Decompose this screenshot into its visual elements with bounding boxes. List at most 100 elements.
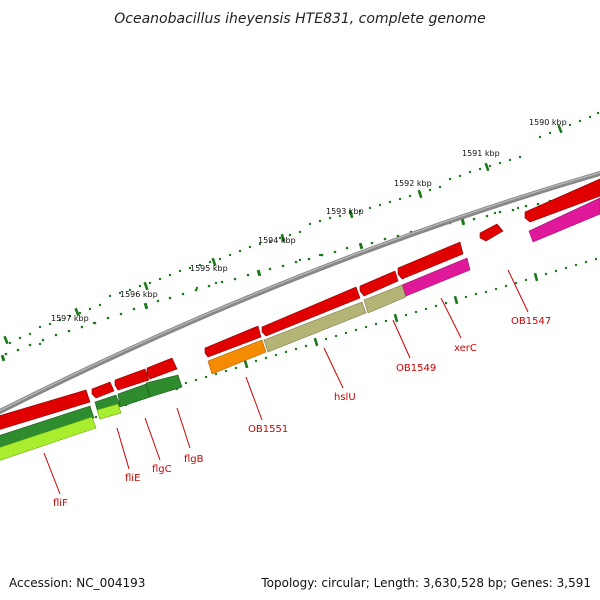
inner-tick-dot-40 (484, 290, 488, 294)
tick-ring-dot-19 (468, 170, 472, 174)
inner-tick-dot-38 (464, 295, 468, 299)
tick-ring-dot-28 (408, 194, 412, 198)
inner-tick-major-4 (393, 313, 399, 323)
gene-label-flif: fliF (53, 498, 68, 509)
tick-ring-major-0 (557, 124, 563, 134)
tick-ring-dot-34 (328, 216, 332, 220)
cds-arrow-xerc-top (397, 241, 464, 280)
tick-label-6: 1596 kbp (120, 290, 158, 299)
outer-tick-dot-9 (119, 312, 123, 316)
inner-tick-dot-39 (474, 292, 478, 296)
outer-tick-dot-3 (41, 338, 45, 342)
gene-olive-ob1549 (363, 284, 407, 314)
outer-tick-dot-15 (207, 284, 211, 288)
cds-arrow-flgc-top-body (114, 368, 150, 391)
outer-tick-dot-1 (16, 348, 20, 352)
cds-arrow-flgb-top (146, 357, 178, 380)
outer-tick-dot-5 (67, 329, 71, 333)
leader-line-ob1549 (392, 319, 411, 359)
tick-ring-dot-43 (278, 236, 282, 240)
tick-ring-dot-50 (218, 257, 222, 261)
outer-tick-dot-36 (511, 208, 515, 212)
inner-tick-dot-45 (544, 272, 548, 276)
gene-lime-flif (0, 416, 97, 461)
tick-ring-dot-27 (398, 197, 402, 201)
inner-tick-dot-20 (254, 359, 258, 363)
tick-label-7: 1597 kbp (51, 314, 89, 323)
inner-tick-dot-47 (564, 266, 568, 270)
tick-label-2: 1592 kbp (394, 179, 432, 188)
tick-ring-dot-44 (288, 233, 292, 237)
cds-arrow-flif-top (0, 389, 91, 430)
outer-tick-dot-4 (54, 333, 58, 337)
outer-tick-dot-17 (233, 277, 237, 281)
topology-text: Topology: circular; Length: 3,630,528 bp… (261, 576, 591, 590)
tick-ring-dot-11 (548, 131, 552, 135)
tick-ring-dot-22 (498, 161, 502, 165)
cds-arrow-ob1549-top (359, 270, 399, 297)
cds-arrow-ob1551-top (204, 325, 262, 358)
outer-tick-dot-25 (345, 246, 349, 250)
tick-label-5: 1595 kbp (190, 264, 228, 273)
gene-label-hslu: hslU (334, 392, 356, 403)
tick-ring-dot-23 (508, 158, 512, 162)
tick-ring-dot-20 (478, 167, 482, 171)
tick-ring-dot-58 (168, 273, 172, 277)
tick-ring-major-2 (417, 189, 423, 199)
gene-green-flif (0, 405, 95, 449)
tick-ring-dot-17 (448, 177, 452, 181)
gene-olive-hslu-body (263, 301, 367, 353)
inner-tick-dot-15 (194, 378, 198, 382)
outer-tick-dot-2 (28, 343, 32, 347)
inner-tick-dot-27 (334, 334, 338, 338)
cds-arrow-flie-top-body (91, 381, 115, 399)
tick-ring-dot-41 (258, 242, 262, 246)
tick-ring-dot-65 (98, 303, 102, 307)
tick-ring-dot-24 (518, 155, 522, 159)
gene-lime-flie-body (96, 403, 122, 420)
gene-label-flie: fliE (125, 473, 140, 484)
cds-arrow-ob1549-top-body (359, 270, 399, 297)
inner-tick-dot-23 (284, 350, 288, 354)
inner-tick-dot-26 (324, 337, 328, 341)
inner-tick-dot-16 (204, 375, 208, 379)
tick-ring-dot-60 (48, 322, 52, 326)
tick-ring-dot-32 (308, 222, 312, 226)
gene-label-flgc: flgC (152, 464, 172, 475)
cds-arrow-ob1547-body (479, 223, 504, 242)
leader-line-flif (43, 452, 61, 495)
cds-arrow-flif-top-body (0, 389, 91, 430)
inner-tick-dot-21 (264, 356, 268, 360)
outer-tick-dot-19 (268, 267, 272, 271)
tick-ring-dot-54 (128, 288, 132, 292)
outer-tick-dot-11 (156, 299, 160, 303)
accession-text: Accession: NC_004193 (9, 576, 146, 590)
outer-tick-dot-20 (281, 264, 285, 268)
gene-magenta-right-body (528, 197, 600, 243)
tick-ring-dot-5 (318, 253, 322, 257)
tick-ring-dot-51 (228, 253, 232, 257)
tick-ring-dot-47 (188, 266, 192, 270)
cds-arrow-hslu-top-body (261, 286, 361, 337)
inner-tick-dot-46 (554, 269, 558, 273)
tick-ring-dot-46 (178, 269, 182, 273)
leader-line-ob1551 (245, 376, 263, 421)
inner-tick-dot-36 (434, 304, 438, 308)
outer-tick-dot-0 (4, 352, 8, 356)
outer-tick-major-4 (460, 218, 466, 226)
outer-tick-dot-8 (106, 316, 110, 320)
tick-ring-major-4 (280, 233, 286, 243)
tick-ring-dot-8 (493, 211, 497, 215)
gene-label-ob1547: OB1547 (511, 316, 551, 327)
inner-tick-dot-44 (524, 278, 528, 282)
tick-ring-dot-52 (108, 294, 112, 298)
tick-ring-major-6 (143, 281, 149, 291)
inner-tick-dot-7 (94, 415, 98, 419)
outer-tick-dot-35 (498, 210, 502, 214)
tick-ring-dot-13 (568, 123, 572, 127)
tick-ring-major-7 (74, 307, 80, 317)
gene-label-ob1551: OB1551 (248, 424, 288, 435)
tick-ring-dot-0 (38, 342, 42, 346)
inner-tick-dot-19 (234, 366, 238, 370)
